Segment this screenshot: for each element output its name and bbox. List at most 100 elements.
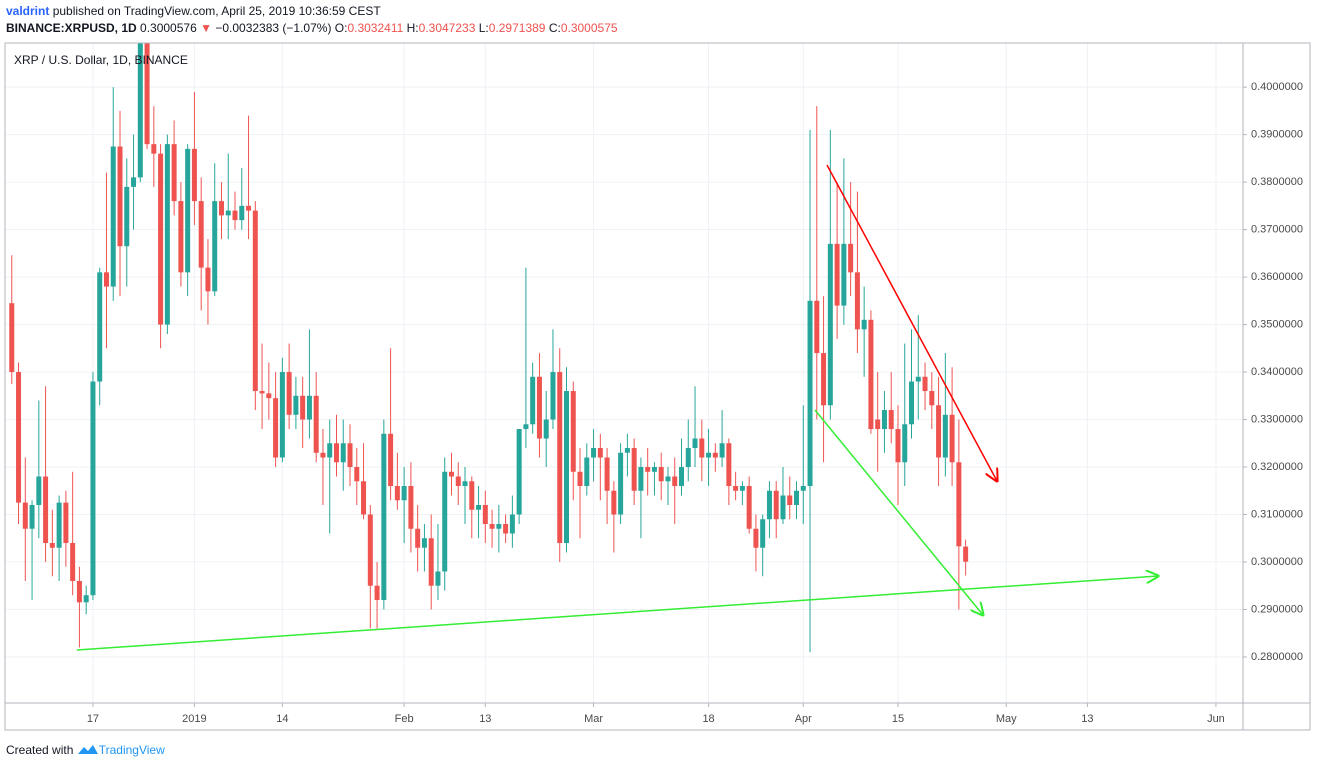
candle-body — [949, 414, 955, 463]
candle-body — [611, 490, 617, 515]
candle-body — [814, 300, 820, 354]
candle-body — [428, 538, 434, 586]
candle-body — [374, 585, 380, 600]
candle-body — [56, 502, 62, 548]
header-line-2: BINANCE:XRPUSD, 1D 0.3000576 ▼ −0.003238… — [6, 20, 618, 37]
candle-body — [63, 502, 69, 543]
trend-arrow-green — [814, 409, 983, 615]
ohlc-c: 0.3000575 — [560, 21, 618, 35]
candle-body — [300, 395, 306, 420]
candle-body — [557, 372, 563, 543]
candle-body — [76, 580, 82, 603]
candle-body — [347, 443, 353, 468]
x-tick-label: Mar — [584, 713, 603, 725]
ohlc-o-label: O: — [334, 21, 348, 35]
candle-body — [909, 381, 915, 425]
candle-body — [313, 395, 319, 453]
grid — [5, 43, 1243, 703]
candle-body — [164, 144, 170, 325]
candle-body — [469, 481, 475, 510]
y-tick-label: 0.3200000 — [1251, 461, 1303, 473]
y-tick-label: 0.3600000 — [1251, 271, 1303, 283]
candle-body — [685, 448, 691, 468]
candle-body — [881, 410, 887, 430]
candle-body — [496, 523, 502, 529]
candle-body — [198, 201, 204, 268]
candle-body — [144, 43, 150, 145]
candle-body — [476, 505, 482, 510]
candle-body — [895, 429, 901, 463]
candle-body — [16, 372, 22, 503]
candle-body — [902, 424, 908, 463]
candle-body — [563, 391, 569, 543]
candle-body — [719, 443, 725, 458]
candle-body — [800, 486, 806, 491]
candle-body — [9, 303, 15, 373]
candle-body — [868, 319, 874, 430]
candle-body — [509, 514, 515, 534]
candle-body — [922, 376, 928, 392]
candle-body — [131, 177, 137, 187]
candle-body — [327, 443, 333, 458]
candle-body — [679, 467, 685, 487]
candle-body — [36, 476, 42, 505]
candle-body — [293, 395, 299, 415]
candle-body — [773, 490, 779, 520]
candle-body — [218, 201, 224, 216]
candle-body — [171, 144, 177, 202]
x-tick-label: Feb — [395, 713, 414, 725]
candle-body — [482, 505, 488, 524]
ohlc-c-label: C: — [548, 21, 561, 35]
candle-body — [712, 452, 718, 458]
x-tick-label: 2019 — [182, 713, 206, 725]
candle-body — [570, 391, 576, 472]
trend-arrow-red — [826, 164, 997, 481]
candle-body — [834, 243, 840, 306]
candle-body — [110, 146, 116, 287]
author[interactable]: valdrint — [6, 4, 50, 18]
candle-body — [651, 467, 657, 472]
candle-body — [658, 467, 664, 482]
candle-body — [888, 410, 894, 430]
change: −0.0032383 (−1.07%) — [215, 21, 332, 35]
candle-body — [158, 153, 164, 325]
y-tick-label: 0.3100000 — [1251, 508, 1303, 520]
candle-body — [503, 523, 509, 534]
x-tick-label: May — [996, 713, 1017, 725]
candle-body — [861, 319, 867, 330]
candle-body — [178, 201, 184, 273]
candle-body — [530, 376, 536, 425]
candle-body — [807, 300, 813, 487]
candle-body — [415, 528, 421, 548]
candle-body — [841, 243, 847, 306]
candle-body — [246, 205, 252, 211]
candle-body — [90, 381, 96, 596]
footer-brand[interactable]: TradingView — [98, 743, 165, 757]
symbol: BINANCE:XRPUSD, 1D — [6, 21, 137, 35]
candle-body — [543, 419, 549, 439]
candle-body — [462, 481, 468, 487]
candle-body — [232, 210, 238, 221]
candle-body — [333, 443, 339, 463]
candle-body — [70, 542, 76, 581]
x-tick-label: 14 — [276, 713, 288, 725]
candle-body — [618, 452, 624, 515]
candle-body — [645, 467, 651, 472]
candle-body — [435, 571, 441, 586]
candle-body — [29, 505, 35, 529]
candle-body — [584, 457, 590, 487]
y-tick-label: 0.3800000 — [1251, 176, 1303, 188]
candle-body — [97, 272, 103, 382]
candle-body — [794, 490, 800, 505]
x-tick-label: 15 — [892, 713, 904, 725]
ohlc-h: 0.3047233 — [418, 21, 476, 35]
y-tick-label: 0.3300000 — [1251, 413, 1303, 425]
candle-body — [266, 393, 272, 399]
candle-body — [631, 448, 637, 491]
candle-body — [821, 353, 827, 406]
candle-body — [672, 476, 678, 487]
ohlc-l-label: L: — [478, 21, 489, 35]
chart-title: XRP / U.S. Dollar, 1D, BINANCE — [14, 53, 188, 67]
